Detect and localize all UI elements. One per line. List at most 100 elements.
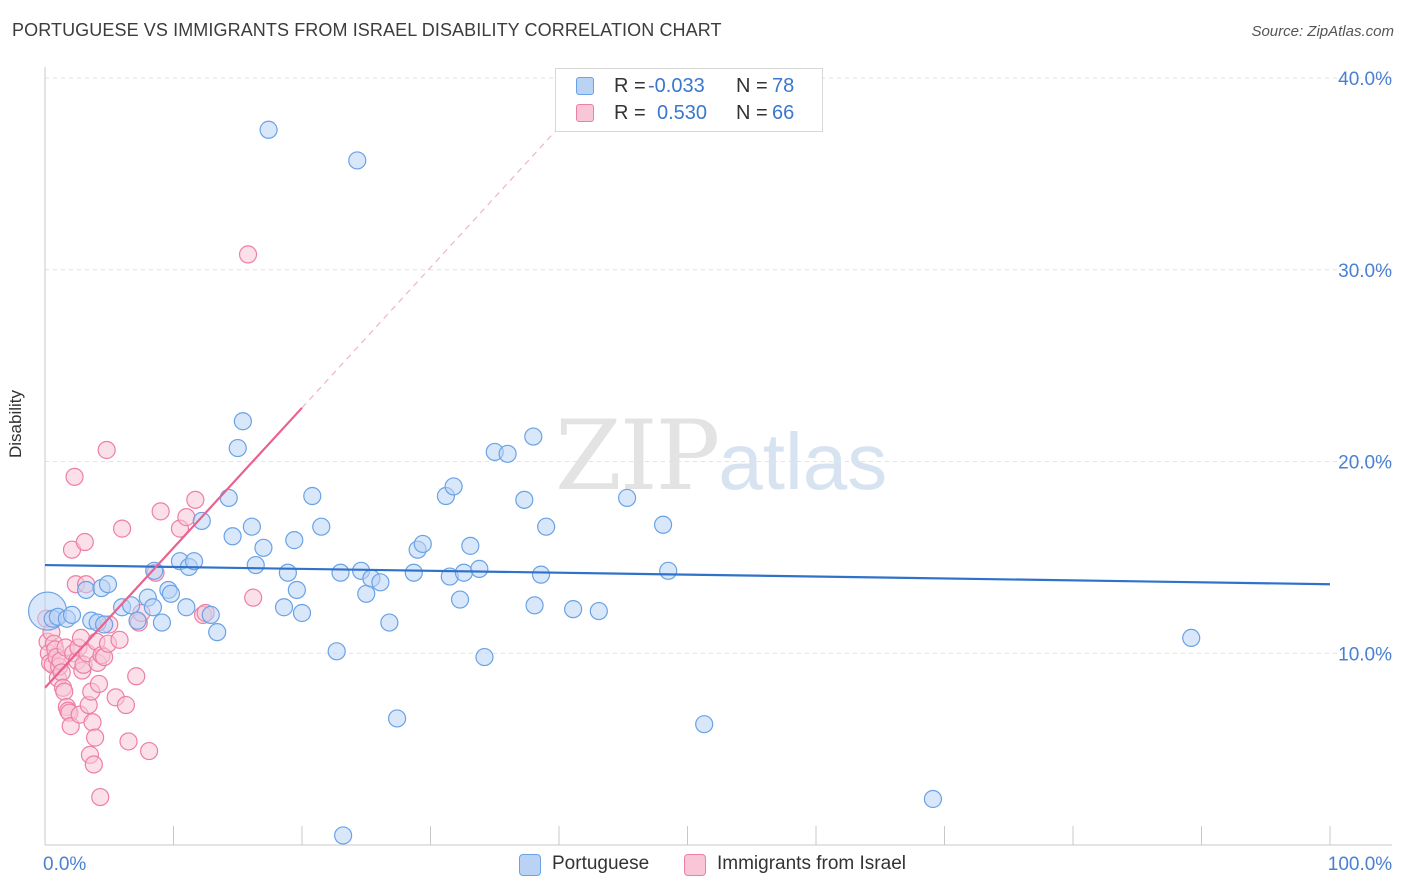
point-portuguese [233,412,252,431]
point-portuguese [404,563,423,582]
point-portuguese [77,580,96,600]
point-israel [151,502,170,521]
point-israel [83,713,102,732]
chart-title: PORTUGUESE VS IMMIGRANTS FROM ISRAEL DIS… [12,20,722,40]
point-portuguese [450,590,470,609]
point-portuguese [348,151,367,170]
point-israel [186,490,205,509]
stats-row-israel: R = 0.530 N = 66 [556,100,822,126]
x-tick-label: 100.0% [1328,854,1393,875]
point-israel [71,628,91,648]
point-portuguese [1182,628,1201,648]
r-label: R = [614,75,646,97]
n-value: 78 [772,75,795,97]
r-value: 0.530 [657,102,708,124]
y-tick-label: 40.0% [1338,69,1392,90]
legend-swatch-portuguese [519,854,541,876]
point-portuguese [62,605,82,625]
point-portuguese [531,565,551,584]
n-label: N = [736,75,768,97]
point-portuguese [387,709,407,728]
y-tick-label: 30.0% [1338,261,1392,282]
point-portuguese [331,563,350,582]
point-portuguese [461,536,480,555]
point-portuguese [285,531,304,550]
point-portuguese [143,598,163,617]
point-portuguese [274,598,294,617]
point-portuguese [223,527,242,546]
source-label: Source: ZipAtlas.com [1251,23,1394,40]
point-israel [84,755,103,774]
y-axis-label: Disability [6,389,25,458]
trend-line-portuguese [44,563,1331,586]
r-label: R = [614,102,646,124]
point-israel [127,667,146,686]
stats-swatch-israel [576,104,594,122]
point-portuguese [524,427,543,446]
legend-label-israel: Immigrants from Israel [717,853,906,874]
y-tick-label: 20.0% [1338,453,1392,474]
point-portuguese [287,580,306,600]
point-israel [244,588,263,607]
point-portuguese [327,642,346,661]
point-portuguese [371,573,390,592]
stats-row-portuguese: R = -0.033 N = 78 [556,73,822,99]
point-portuguese [659,561,678,580]
point-portuguese [470,559,489,578]
point-portuguese [653,515,673,534]
point-portuguese [589,601,608,621]
point-israel [55,682,74,701]
r-value: -0.033 [648,75,705,97]
point-portuguese [413,534,432,554]
point-israel [91,787,110,807]
point-israel [116,695,136,715]
point-portuguese [695,715,714,734]
point-israel [238,245,258,264]
point-portuguese [278,563,297,582]
point-portuguese [219,488,238,508]
point-portuguese [201,605,220,625]
point-portuguese [152,613,172,632]
point-israel [89,674,109,694]
point-portuguese [228,438,247,458]
point-portuguese [564,600,583,619]
point-portuguese [537,517,556,536]
point-portuguese [357,584,376,603]
point-israel [65,467,84,486]
point-portuguese [444,477,463,496]
point-israel [110,630,129,649]
point-portuguese [184,552,204,571]
point-portuguese [515,490,534,509]
point-portuguese [121,596,141,615]
point-portuguese [254,538,273,557]
stats-swatch-portuguese [576,77,594,95]
point-israel [139,741,159,761]
point-israel [86,728,105,747]
point-portuguese [292,603,312,623]
point-portuguese [177,598,196,617]
point-israel [97,440,116,460]
n-label: N = [736,102,768,124]
point-portuguese [380,613,399,632]
point-portuguese [242,517,261,536]
x-tick-label: 0.0% [43,854,86,875]
point-portuguese [618,488,637,508]
point-israel [177,508,196,527]
point-portuguese [246,555,265,575]
point-portuguese [128,611,147,630]
n-value: 66 [772,102,795,124]
point-portuguese [312,517,331,536]
trend-line-israel [44,407,303,689]
point-israel [112,519,132,538]
point-portuguese [303,486,322,506]
trend-line-israel-extension [301,119,566,409]
legend-label-portuguese: Portuguese [552,853,650,874]
point-israel [119,732,138,751]
point-portuguese [259,120,278,139]
point-portuguese [98,575,118,594]
point-portuguese [208,623,227,642]
legend: Portuguese Immigrants from Israel [0,853,1406,877]
point-portuguese [161,584,181,603]
point-israel [75,532,94,552]
